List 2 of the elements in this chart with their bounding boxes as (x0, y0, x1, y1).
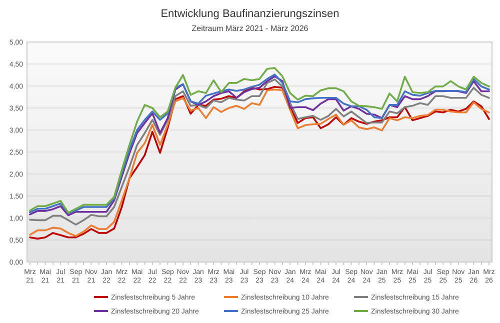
chart-subtitle: Zeitraum März 2021 - März 2026 (192, 24, 309, 33)
chart-title: Entwicklung Baufinanzierungszinsen (160, 8, 340, 20)
